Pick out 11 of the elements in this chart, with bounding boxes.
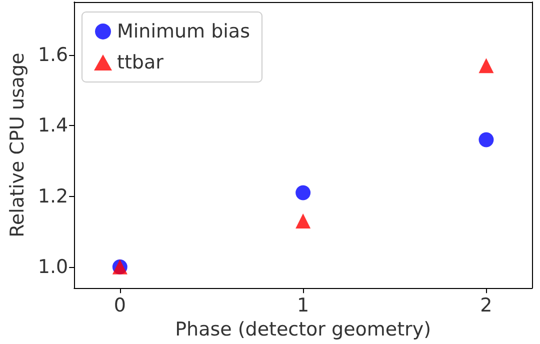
legend-label: ttbar [117, 52, 164, 74]
legend-label: Minimum bias [117, 20, 250, 42]
x-tick-label: 1 [297, 294, 310, 317]
y-tick-label: 1.4 [38, 114, 68, 137]
x-tick-label: 0 [114, 294, 126, 317]
x-tick-label: 2 [480, 294, 492, 317]
y-tick-label: 1.2 [38, 185, 68, 208]
x-axis-title: Phase (detector geometry) [175, 318, 432, 340]
y-tick-label: 1.6 [38, 44, 68, 66]
y-axis-title: Relative CPU usage [6, 52, 28, 238]
y-tick-label: 1.0 [38, 256, 68, 278]
